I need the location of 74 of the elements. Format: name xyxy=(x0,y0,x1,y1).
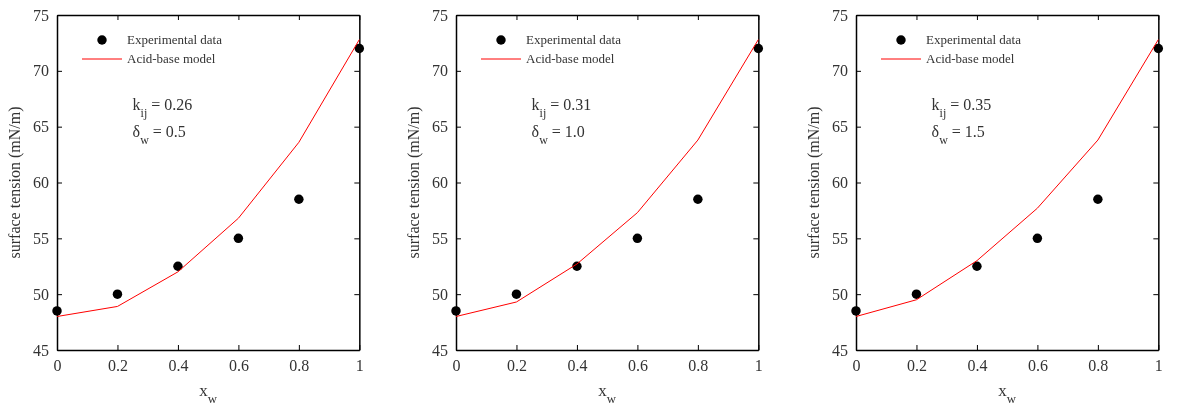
annotation: k$_{ij}$ = 0.26 xyxy=(132,96,193,120)
y-tick-label: 50 xyxy=(831,285,848,303)
y-tick-label: 60 xyxy=(33,174,49,192)
legend-label: Experimental data xyxy=(925,32,1021,47)
y-tick-label: 75 xyxy=(33,6,49,24)
y-tick-label: 45 xyxy=(831,341,848,359)
y-tick-label: 50 xyxy=(33,285,49,303)
y-tick-label: 55 xyxy=(33,229,49,247)
x-tick-label: 0 xyxy=(852,357,861,375)
point xyxy=(354,43,365,54)
y-tick-label: 55 xyxy=(432,229,449,247)
y-tick-label: 70 xyxy=(831,62,848,80)
point xyxy=(112,289,123,299)
y-tick-label: 45 xyxy=(33,341,49,359)
y-tick-label: 70 xyxy=(432,62,449,80)
point xyxy=(911,289,921,299)
x-tick-label: 1 xyxy=(355,357,364,375)
x-tick-label: 1 xyxy=(1154,357,1163,375)
y-tick-label: 50 xyxy=(432,285,449,303)
annotation: δ$_{w}$ = 1.5 xyxy=(931,123,985,147)
point xyxy=(512,289,522,299)
legend-label: Acid-base model xyxy=(526,51,616,66)
legend-label: Acid-base model xyxy=(925,51,1015,66)
x-tick-label: 0.4 xyxy=(567,357,588,375)
y-axis-title: surface tension (mN/m) xyxy=(405,106,424,259)
x-tick-label: 0.8 xyxy=(1088,357,1109,375)
y-tick-label: 60 xyxy=(831,174,848,192)
point xyxy=(294,194,304,204)
y-tick-label: 65 xyxy=(33,118,49,136)
legend-label: Acid-base model xyxy=(127,51,216,66)
x-tick-label: 0.2 xyxy=(906,357,927,375)
point xyxy=(233,233,244,244)
point xyxy=(451,306,462,316)
annotation: δ$_{w}$ = 0.5 xyxy=(132,123,186,147)
y-tick-label: 65 xyxy=(831,118,848,136)
x-tick-label: 0.6 xyxy=(1027,357,1048,375)
x-tick-label: 0 xyxy=(452,357,461,375)
y-tick-label: 65 xyxy=(432,118,449,136)
x-axis-title: x$_{w}$ xyxy=(997,381,1017,406)
x-axis-title: x$_{w}$ xyxy=(598,381,618,406)
y-tick-label: 70 xyxy=(33,62,49,80)
y-tick-label: 75 xyxy=(831,6,848,24)
annotation: δ$_{w}$ = 1.0 xyxy=(531,123,586,147)
point xyxy=(1153,43,1163,54)
x-tick-label: 0.8 xyxy=(289,357,310,375)
x-tick-label: 0.4 xyxy=(168,357,189,375)
point xyxy=(693,194,703,204)
legend-label: Experimental data xyxy=(127,32,223,47)
x-tick-label: 0.6 xyxy=(228,357,249,375)
y-axis-title: surface tension (mN/m) xyxy=(804,106,823,259)
point xyxy=(633,233,643,244)
annotation: k$_{ij}$ = 0.31 xyxy=(531,96,592,120)
x-tick-label: 1 xyxy=(755,357,764,375)
x-tick-label: 0.2 xyxy=(507,357,528,375)
legend-label: Experimental data xyxy=(526,32,622,47)
point xyxy=(850,306,861,316)
y-tick-label: 45 xyxy=(432,341,449,359)
point xyxy=(173,261,183,271)
x-tick-label: 0.6 xyxy=(628,357,649,375)
y-tick-label: 60 xyxy=(432,174,449,192)
x-tick-label: 0 xyxy=(53,357,62,375)
x-tick-label: 0.2 xyxy=(107,357,128,375)
x-tick-label: 0.4 xyxy=(967,357,988,375)
point xyxy=(1032,233,1042,244)
x-axis-title: x$_{w}$ xyxy=(199,381,218,406)
x-tick-label: 0.8 xyxy=(688,357,709,375)
point xyxy=(971,261,982,271)
y-tick-label: 75 xyxy=(432,6,449,24)
point xyxy=(753,43,764,54)
point xyxy=(1092,194,1103,204)
point xyxy=(52,306,62,316)
y-tick-label: 55 xyxy=(831,229,848,247)
y-axis-title: surface tension (mN/m) xyxy=(6,106,24,259)
annotation: k$_{ij}$ = 0.35 xyxy=(931,96,991,120)
